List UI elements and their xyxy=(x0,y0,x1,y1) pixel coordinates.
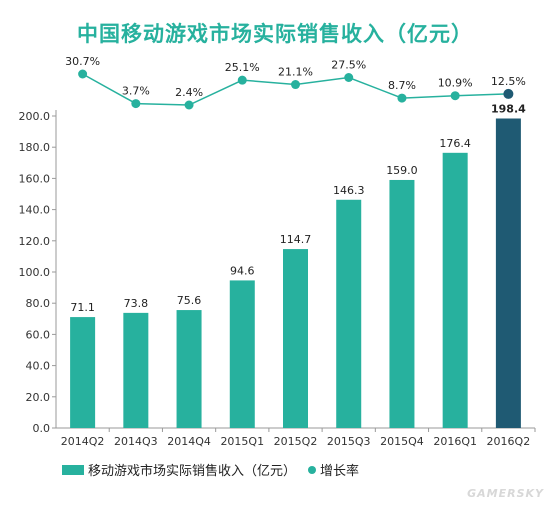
x-tick-label: 2016Q2 xyxy=(487,435,531,448)
growth-rate-point xyxy=(344,73,354,83)
bar xyxy=(70,317,96,428)
x-tick-label: 2015Q3 xyxy=(327,435,371,448)
growth-rate-label: 8.7% xyxy=(388,79,416,92)
growth-rate-point xyxy=(397,93,407,103)
x-tick-label: 2014Q2 xyxy=(61,435,105,448)
chart-title: 中国移动游戏市场实际销售收入（亿元） xyxy=(77,22,473,46)
bar xyxy=(495,118,521,428)
x-tick-label: 2014Q3 xyxy=(114,435,158,448)
bar xyxy=(389,179,415,428)
growth-rate-label: 25.1% xyxy=(225,61,260,74)
y-tick-label: 140.0 xyxy=(19,204,51,217)
x-tick-label: 2015Q4 xyxy=(380,435,424,448)
bar-value-label: 75.6 xyxy=(177,294,202,307)
y-tick-label: 40.0 xyxy=(26,360,51,373)
bar-value-label: 71.1 xyxy=(70,301,95,314)
bar-value-label: 73.8 xyxy=(124,297,149,310)
growth-rate-label: 30.7% xyxy=(65,55,100,68)
y-tick-label: 180.0 xyxy=(19,141,51,154)
growth-rate-label: 21.1% xyxy=(278,66,313,79)
growth-rate-point xyxy=(78,69,88,79)
bar xyxy=(442,152,468,429)
bar xyxy=(336,199,362,428)
x-tick-label: 2016Q1 xyxy=(433,435,477,448)
legend: 移动游戏市场实际销售收入（亿元） 增长率 xyxy=(62,463,359,479)
x-tick-label: 2014Q4 xyxy=(167,435,211,448)
bars: 71.1 73.8 75.6 94.6 114.7 146.3 159.0 176.4 198.… xyxy=(70,102,526,429)
growth-rate-point xyxy=(503,88,514,99)
growth-rate-label: 10.9% xyxy=(438,77,473,90)
growth-rate-label: 27.5% xyxy=(331,59,366,72)
y-tick-label: 100.0 xyxy=(19,266,51,279)
bar-value-label: 198.4 xyxy=(491,102,526,115)
growth-rate-point xyxy=(237,75,247,85)
y-tick-label: 20.0 xyxy=(26,391,51,404)
legend-line-label: 增长率 xyxy=(320,463,359,479)
y-tick-label: 0.0 xyxy=(33,422,51,435)
bar xyxy=(229,280,255,428)
growth-rate-point xyxy=(450,91,460,101)
bar-value-label: 146.3 xyxy=(333,184,365,197)
legend-line-swatch xyxy=(308,466,316,474)
bar-value-label: 176.4 xyxy=(439,137,471,150)
y-tick-label: 80.0 xyxy=(26,297,51,310)
bar xyxy=(123,312,149,428)
legend-bar-label: 移动游戏市场实际销售收入（亿元） xyxy=(88,463,296,479)
y-tick-label: 60.0 xyxy=(26,328,51,341)
growth-rate-label: 3.7% xyxy=(122,85,150,98)
y-tick-label: 200.0 xyxy=(19,110,51,123)
growth-rate-line: 30.7% 3.7% 2.4% 25.1% 21.1% 27.5% 8.7% 10.9% 12.… xyxy=(65,55,526,110)
x-tick-label: 2015Q1 xyxy=(220,435,264,448)
bar-value-label: 114.7 xyxy=(280,233,312,246)
bar xyxy=(176,310,202,428)
x-tick-label: 2015Q2 xyxy=(274,435,318,448)
growth-rate-label: 2.4% xyxy=(175,86,203,99)
bar-value-label: 159.0 xyxy=(386,164,418,177)
bar xyxy=(283,249,308,428)
bar-value-label: 94.6 xyxy=(230,264,255,277)
growth-rate-point xyxy=(131,99,141,109)
y-tick-label: 160.0 xyxy=(19,172,51,185)
watermark: GAMERSKY xyxy=(467,487,544,500)
y-tick-label: 120.0 xyxy=(19,235,51,248)
axes: 0.0 20.0 40.0 60.0 80.0 100.0 120.0 140.0 160.0 1… xyxy=(19,110,536,448)
legend-bar-swatch xyxy=(62,465,84,475)
growth-rate-point xyxy=(184,100,194,110)
growth-rate-label: 12.5% xyxy=(491,75,526,88)
growth-rate-point xyxy=(291,80,300,90)
